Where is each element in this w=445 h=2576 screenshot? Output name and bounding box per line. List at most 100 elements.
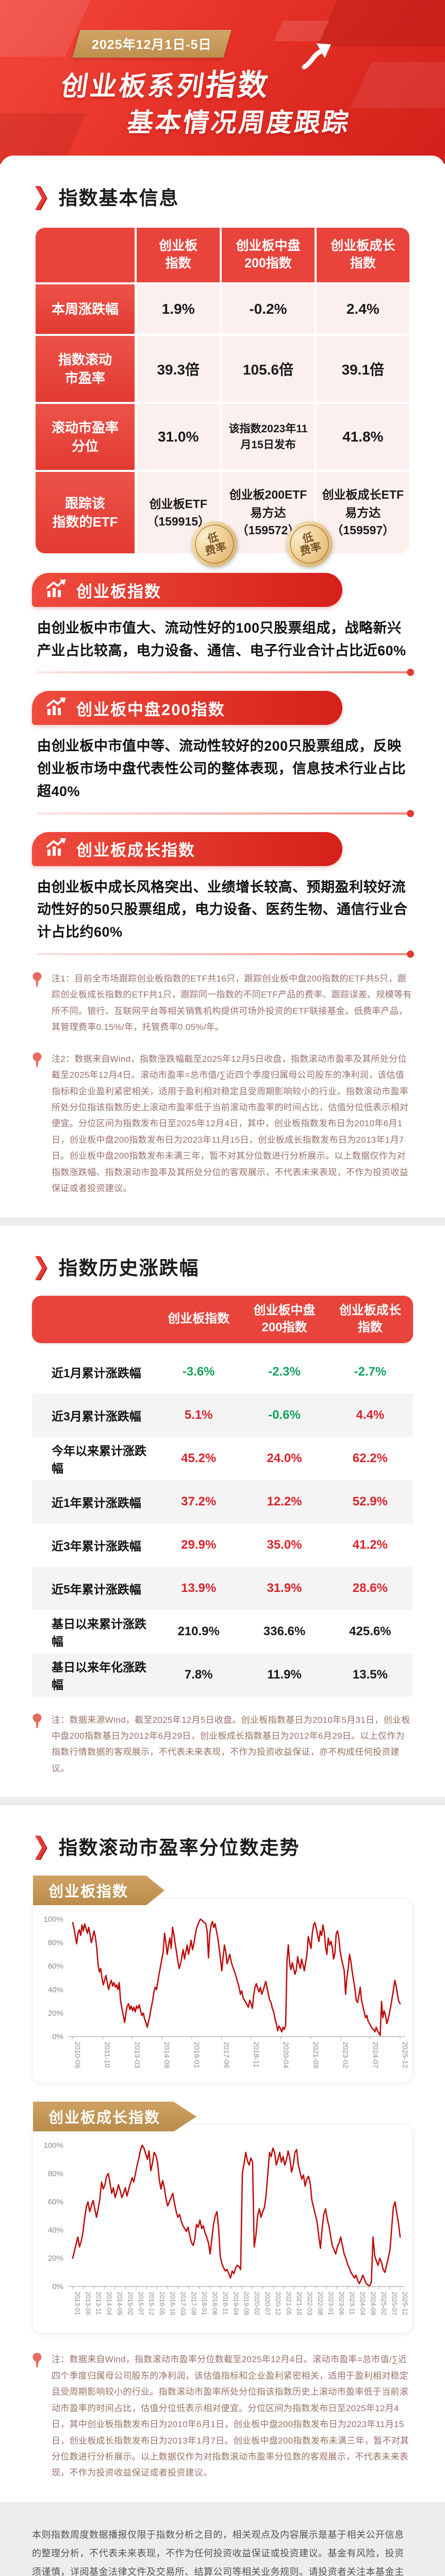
x-tick-label: 2018-01 — [201, 2292, 208, 2315]
y-tick-label: 0% — [52, 2282, 63, 2291]
index-card-banner: 创业板成长指数 — [32, 832, 343, 866]
history-cell: -2.3% — [268, 1364, 301, 1379]
pe-percentile-line-series — [72, 2145, 401, 2287]
history-note: 注：数据来源Wind，截至2025年12月5日收盘。创业板指数基日为2010年5… — [32, 1712, 413, 1777]
history-cell: -0.6% — [268, 1408, 301, 1422]
section-header: ❯ 指数历史涨跌幅 — [32, 1252, 413, 1280]
basic-cell: 31.0% — [137, 404, 220, 470]
pe-note-text: 注：数据来自Wind，指数滚动市盈率分位数截至2025年12月4日。滚动市盈率=… — [52, 2354, 409, 2478]
trend-chart-icon — [45, 838, 66, 859]
history-note-text: 注：数据来源Wind，截至2025年12月5日收盘。创业板指数基日为2010年5… — [52, 1715, 410, 1773]
decor-shape — [350, 62, 445, 108]
history-cell: 7.8% — [184, 1667, 213, 1682]
pe-percentile-line-series — [72, 1919, 401, 2037]
y-tick-label: 40% — [48, 2226, 63, 2235]
x-tick-label: 2013-01 — [74, 2292, 81, 2315]
x-tick-label: 2015-07 — [137, 2292, 144, 2315]
pe-note: 注：数据来自Wind，指数滚动市盈率分位数截至2025年12月4日。滚动市盈率=… — [32, 2351, 413, 2481]
history-row-label: 基日以来累计涨跌幅 — [52, 1617, 146, 1648]
hero-title-part: 创业板系列 — [59, 72, 208, 101]
history-cell: 336.6% — [263, 1624, 306, 1638]
history-table-row: 今年以来累计涨跌幅 45.2% 24.0% 62.2% — [32, 1437, 413, 1480]
history-cell: -2.7% — [354, 1364, 387, 1379]
basic-info-table-wrap: 创业板 指数 创业板中盘 200指数 创业板成长 指数 本周涨跌幅 1.9% -0.2% 2.4%… — [34, 226, 411, 572]
basic-table-row: 本周涨跌幅 1.9% -0.2% 2.4% — [36, 284, 409, 334]
basic-col-header: 创业板成长 指数 — [316, 228, 409, 282]
pin-icon — [32, 2351, 43, 2481]
basic-cell: 2.4% — [316, 284, 409, 334]
index-card-body: 由创业板中市值大、流动性好的100只股票组成，战略新兴产业占比较高，电力设备、通… — [37, 620, 406, 658]
index-card-body: 由创业板中成长风格突出、业绩增长较高、预期盈利较好流动性好的50只股票组成，电力… — [37, 879, 408, 940]
y-tick-label: 60% — [48, 2198, 63, 2207]
x-tick-label: 2020-07 — [264, 2292, 271, 2315]
index-card-underline — [37, 809, 414, 817]
underline-dot — [407, 809, 414, 817]
basic-cell: 39.1倍 — [316, 336, 409, 402]
basic-info-table: 创业板 指数 创业板中盘 200指数 创业板成长 指数 本周涨跌幅 1.9% -0.2% 2.4%… — [34, 226, 411, 572]
y-tick-label: 20% — [48, 2009, 63, 2018]
x-tick-label: 2023-01 — [327, 2292, 335, 2315]
index-description-cards: 创业板指数由创业板中市值大、流动性好的100只股票组成，战略新兴产业占比较高，电… — [32, 573, 414, 958]
hero-title-part-emph: 指数 — [203, 69, 272, 102]
y-tick-label: 40% — [48, 1986, 63, 1994]
x-tick-label: 2024-07 — [371, 2042, 380, 2069]
x-tick-label: 2016-05 — [158, 2292, 166, 2315]
history-row-label: 近3月累计涨跌幅 — [52, 1409, 141, 1423]
seal-text: 费率 — [298, 540, 323, 558]
section-title: 指数滚动市盈率分位数走势 — [58, 1837, 300, 1859]
x-tick-label: 2018-11 — [222, 2292, 229, 2315]
x-tick-label: 2023-02 — [342, 2042, 350, 2069]
history-cell: 45.2% — [181, 1451, 217, 1465]
pin-icon — [32, 1712, 43, 1777]
history-table-row: 近1月累计涨跌幅 -3.6% -2.3% -2.7% — [32, 1350, 413, 1394]
y-tick-label: 100% — [44, 1915, 63, 1924]
x-tick-label: 2017-06 — [223, 2042, 231, 2069]
history-row-label: 近1年累计涨跌幅 — [52, 1496, 141, 1510]
chart1-banner: 创业板指数 — [33, 1875, 165, 1906]
history-cell: 11.9% — [267, 1667, 302, 1682]
x-tick-label: 2019-04 — [232, 2292, 239, 2315]
basic-cell: 1.9% — [137, 284, 220, 334]
x-tick-label: 2015-02 — [126, 2292, 134, 2315]
x-tick-label: 2025-02 — [380, 2292, 387, 2315]
basic-col-header: 创业板中盘 200指数 — [222, 228, 315, 282]
x-tick-label: 2020-12 — [274, 2292, 282, 2315]
basic-cell: -0.2% — [222, 284, 315, 334]
history-cell: 4.4% — [356, 1408, 385, 1422]
history-cell: 52.9% — [352, 1494, 388, 1509]
basic-cell: 创业板成长ETF易方达（159597） — [316, 472, 409, 553]
history-table-row: 近3年累计涨跌幅 29.9% 35.0% 41.2% — [32, 1523, 413, 1567]
x-tick-label: 2016-01 — [193, 2042, 201, 2069]
history-cell: 37.2% — [181, 1494, 217, 1509]
pe-percentile-chart-chinext: 100% 80% 60% 40% 20% 0% 2010-06 2011-10 2013-03 2… — [44, 1915, 409, 2069]
basic-row-label: 滚动市盈率 分位 — [36, 404, 135, 470]
pin-icon — [32, 971, 43, 1036]
history-cell: 41.2% — [352, 1537, 388, 1552]
x-tick-label: 2010-06 — [74, 2042, 82, 2069]
index-card-banner: 创业板中盘200指数 — [32, 691, 343, 725]
history-cell: 35.0% — [267, 1537, 302, 1552]
basic-notes: 注1：目前全市场跟踪创业板指数的ETF共16只，跟踪创业板中盘200指数的ETF… — [32, 971, 413, 1197]
basic-cell: 该指数2023年11月15日发布 — [222, 404, 315, 470]
history-cell: -3.6% — [182, 1364, 215, 1379]
basic-row-label: 跟踪该 指数的ETF — [36, 472, 135, 553]
index-card-banner: 创业板指数 — [32, 573, 343, 607]
basic-header-row: 创业板 指数 创业板中盘 200指数 创业板成长 指数 — [36, 228, 409, 282]
section-history: ❯ 指数历史涨跌幅 创业板指数 创业板中盘 200指数 创业板成长 指数 近1月累计涨跌… — [0, 1225, 445, 1798]
section-basic-info: ❯ 指数基本信息 创业板 指数 创业板中盘 200指数 创业板成长 指数 本周涨跌幅 1.9%… — [0, 156, 445, 1217]
footer-disclaimer: 本则指数周度数据播报仅限于指数分析之目的，相关观点及内容展示是基于相关公开信息的… — [32, 2529, 404, 2576]
basic-col-header: 创业板 指数 — [137, 228, 220, 282]
underline-dot — [407, 950, 414, 958]
index-card: 创业板中盘200指数由创业板中市值中等、流动性较好的200只股票组成，反映创业板… — [32, 691, 414, 817]
basic-table-row: 指数滚动 市盈率 39.3倍 105.6倍 39.1倍 — [36, 336, 409, 402]
basic-cell: 41.8% — [316, 404, 409, 470]
chevron-icon: ❯ — [32, 1253, 50, 1279]
index-card-title: 创业板成长指数 — [76, 841, 195, 860]
trend-chart-icon — [45, 697, 66, 719]
history-cell: 13.9% — [181, 1581, 217, 1595]
index-card-body: 由创业板中市值中等、流动性较好的200只股票组成，反映创业板市场中盘代表性公司的… — [37, 738, 406, 799]
x-tick-label: 2022-08 — [317, 2292, 324, 2315]
section-divider — [0, 1797, 445, 1806]
history-row-label: 今年以来累计涨跌幅 — [52, 1444, 146, 1475]
